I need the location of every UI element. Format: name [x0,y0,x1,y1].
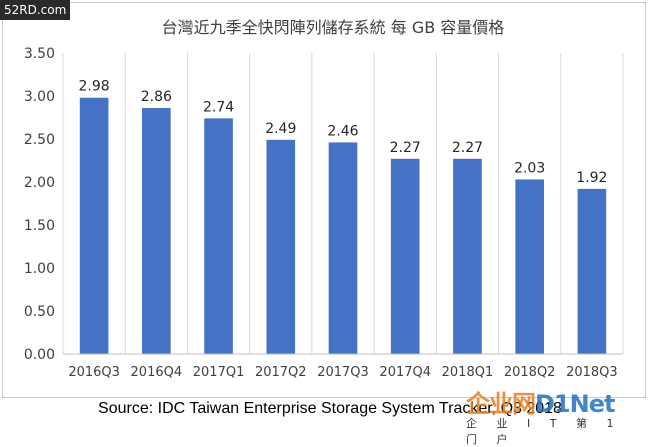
x-tick-label: 2018Q2 [504,365,556,380]
x-tick-label: 2018Q3 [566,365,618,380]
x-tick-label: 2016Q4 [131,365,183,380]
x-tick-label: 2018Q1 [442,365,494,380]
data-label: 2.74 [203,99,234,115]
bar [328,142,358,354]
bar [453,158,482,354]
logo-tagline: 企 业 I T 第 1 门 户 [466,417,622,446]
x-tick-label: 2017Q4 [379,365,431,380]
logo-text-cn: 企业网 [466,390,536,418]
x-tick-label: 2017Q2 [255,365,307,380]
data-label: 2.98 [79,79,110,95]
bar [266,139,296,354]
data-label: 2.27 [452,140,483,156]
data-label: 1.92 [576,170,607,186]
y-tick-label: 1.50 [24,218,55,234]
data-label: 2.86 [141,89,172,105]
x-tick-label: 2016Q3 [68,365,120,380]
chart-frame: 台灣近九季全快閃陣列儲存系統 每 GB 容量價格 2.98 2.86 2.74 2.4… [2,2,646,398]
x-tick-label: 2017Q3 [317,365,369,380]
data-label: 2.49 [265,121,296,137]
y-tick-label: 2.50 [24,132,55,148]
logo-text-en: D1Net [535,390,615,418]
chart-title: 台灣近九季全快閃陣列儲存系統 每 GB 容量價格 [162,18,505,37]
y-tick-label: 2.00 [24,175,55,191]
bar [79,97,109,354]
bar [204,118,233,354]
data-label: 2.27 [390,140,421,156]
y-tick-label: 3.00 [24,89,55,105]
corner-watermark: 52RD.com [0,0,71,20]
y-tick-label: 3.50 [24,46,55,62]
bar [390,158,420,354]
data-label: 2.46 [327,123,358,139]
bar-chart: 台灣近九季全快閃陣列儲存系統 每 GB 容量價格 2.98 2.86 2.74 2.4… [24,18,624,380]
bar [142,108,171,354]
data-label: 2.03 [514,160,545,176]
site-logo-watermark: 企业网D1Net 企 业 I T 第 1 门 户 [466,384,646,446]
y-tick-label: 0.00 [24,347,55,363]
bar [515,179,544,354]
bar [577,188,607,354]
x-tick-label: 2017Q1 [193,365,245,380]
source-caption: Source: IDC Taiwan Enterprise Storage Sy… [98,400,562,417]
y-tick-label: 0.50 [24,304,55,320]
y-tick-label: 1.00 [24,261,55,277]
